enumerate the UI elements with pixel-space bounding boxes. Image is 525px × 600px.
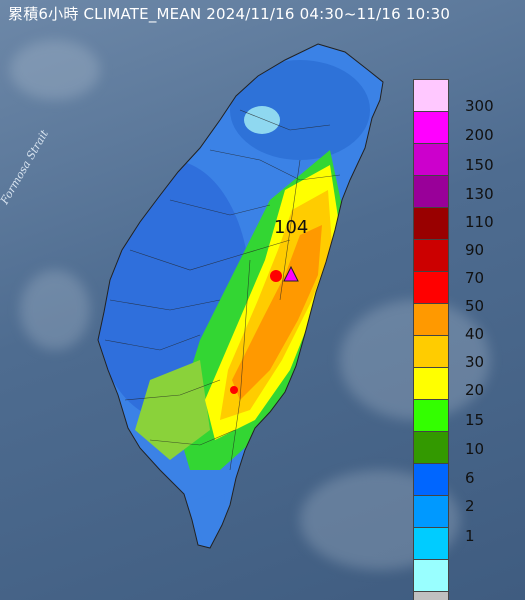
legend-swatch-50 [413, 304, 449, 336]
legend-label: 130 [465, 185, 494, 203]
legend-swatch-300 [413, 79, 449, 112]
legend-swatch-110 [413, 208, 449, 240]
legend-swatch-30 [413, 368, 449, 400]
legend-label: 6 [465, 469, 475, 487]
legend-label: 150 [465, 156, 494, 174]
legend-swatch-70 [413, 272, 449, 304]
legend-swatch-90 [413, 240, 449, 272]
max-value-label: 104 [274, 217, 309, 238]
legend-label: 70 [465, 269, 485, 287]
legend-swatch-2 [413, 528, 449, 560]
legend-swatch-0 [413, 592, 449, 600]
legend-label: 10 [465, 440, 485, 458]
legend-swatch-150 [413, 144, 449, 176]
legend-label: 2 [465, 497, 475, 515]
legend-label: 300 [465, 97, 494, 115]
legend-label: 200 [465, 126, 494, 144]
legend-label: 30 [465, 353, 485, 371]
triangle-max-icon [283, 265, 299, 282]
legend-swatch-15 [413, 432, 449, 464]
legend-label: 110 [465, 213, 494, 231]
legend-swatch-10 [413, 464, 449, 496]
legend-label: 90 [465, 241, 485, 259]
legend-swatch-40 [413, 336, 449, 368]
cloud-texture [20, 270, 90, 350]
legend-label: 50 [465, 297, 485, 315]
map-title: 累積6小時 CLIMATE_MEAN 2024/11/16 04:30~11/1… [8, 5, 451, 23]
legend-swatch-130 [413, 176, 449, 208]
legend-label: 15 [465, 411, 485, 429]
legend-swatch-1 [413, 560, 449, 592]
legend-swatch-20 [413, 400, 449, 432]
legend-label: 1 [465, 527, 475, 545]
legend-swatch-200 [413, 112, 449, 144]
color-legend [413, 79, 449, 600]
legend-label: 20 [465, 381, 485, 399]
cloud-texture [10, 40, 100, 100]
legend-label: 40 [465, 325, 485, 343]
legend-swatch-6 [413, 496, 449, 528]
